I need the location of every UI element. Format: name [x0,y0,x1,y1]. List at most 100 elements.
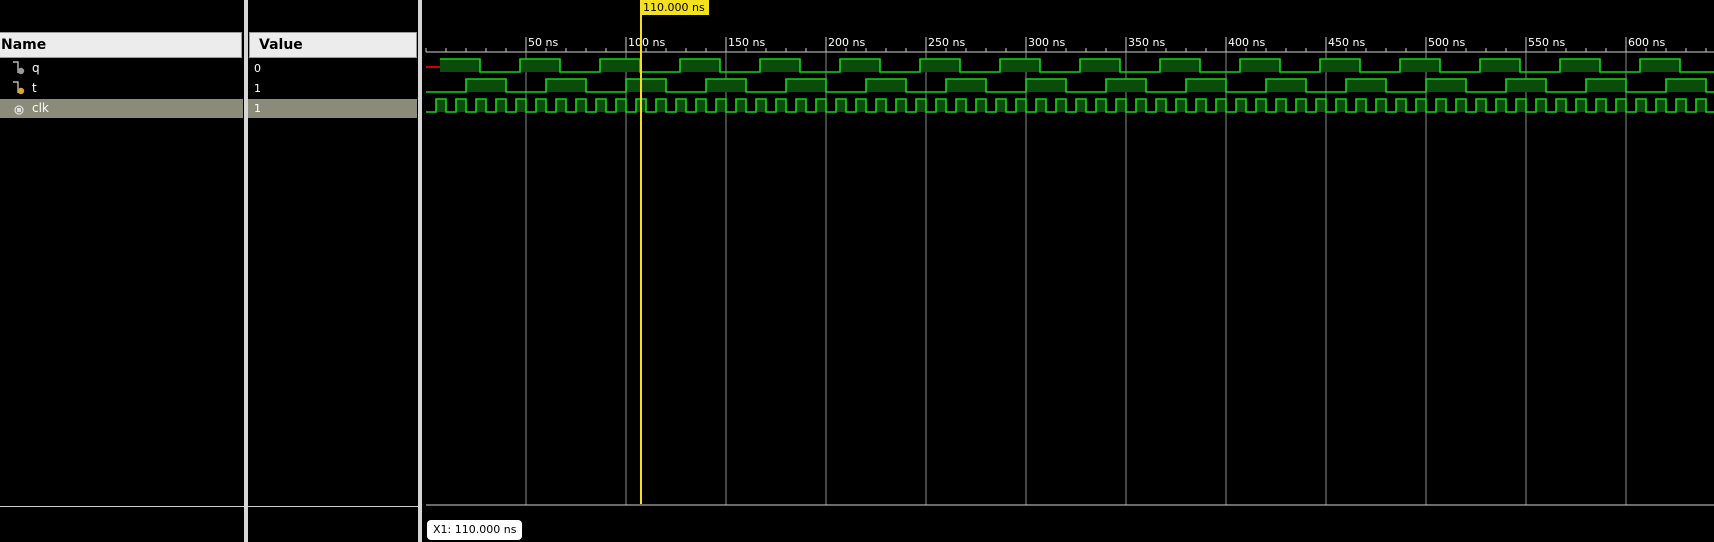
time-ruler[interactable]: 50 ns 100 ns 150 ns 200 ns 250 ns 300 ns 350 n… [425,36,1714,53]
cursor-label-background [641,0,709,15]
waveform-high-fill [1256,99,1266,112]
waveform-high-fill [1396,99,1406,112]
signal-name: t [32,81,37,95]
name-column-header[interactable]: Name [0,32,242,58]
waveform-high-fill [1640,59,1680,72]
waveform-high-fill [1536,99,1546,112]
waveform-high-fill [920,59,960,72]
waveform-high-fill [776,99,786,112]
waveform-high-fill [1236,99,1246,112]
waveform-high-fill [1276,99,1286,112]
waveform-q [440,58,1714,73]
waveform-high-fill [1480,59,1520,72]
waveform-high-fill [466,79,506,92]
waveform-high-fill [576,99,586,112]
ruler-tick-label: 200 ns [828,36,865,49]
waveform-high-fill [1576,99,1586,112]
waveform-high-fill [676,99,686,112]
waveform-high-fill [440,59,480,72]
waveform-high-fill [1416,99,1426,112]
waveform-high-fill [1136,99,1146,112]
waveform-high-fill [1506,79,1546,92]
waveform-high-fill [876,99,886,112]
waveform-high-fill [1426,79,1466,92]
waveform-high-fill [1336,99,1346,112]
waveform-high-fill [600,59,640,72]
value-column-header[interactable]: Value [249,32,417,58]
value-wave-splitter[interactable] [418,0,422,542]
waveform-high-fill [796,99,806,112]
ruler-tick-label: 450 ns [1328,36,1365,49]
signal-value: 1 [254,102,261,115]
waveform-high-fill [1116,99,1126,112]
ruler-tick-label: 350 ns [1128,36,1165,49]
waveform-high-fill [1160,59,1200,72]
waveform-high-fill [1596,99,1606,112]
waveform-high-fill [1016,99,1026,112]
ruler-tick-label: 50 ns [528,36,558,49]
value-row-clk: 1 [248,99,417,118]
waveform-high-fill [996,99,1006,112]
name-pane-bottom-line [0,506,244,507]
waveform-high-fill [840,59,880,72]
waveform-high-fill [1196,99,1206,112]
waveform-trace [440,58,1714,73]
waveform-high-fill [1400,59,1440,72]
signal-name: clk [32,101,49,115]
ruler-tick-label: 250 ns [928,36,965,49]
waveform-high-fill [696,99,706,112]
waveform-high-fill [936,99,946,112]
waveform-high-fill [496,99,506,112]
waveform-high-fill [1026,79,1066,92]
name-value-splitter[interactable] [244,0,248,542]
ruler-tick-label: 400 ns [1228,36,1265,49]
waveform-high-fill [1436,99,1446,112]
waveform-high-fill [856,99,866,112]
output-signal-icon [13,61,25,75]
waveform-high-fill [546,79,586,92]
waveform-high-fill [1496,99,1506,112]
waveform-high-fill [556,99,566,112]
signal-value: 0 [254,62,261,75]
waveform-clk [426,98,1714,113]
time-grid [525,52,1627,505]
value-row-t: 1 [248,79,418,98]
waveform-high-fill [436,99,446,112]
waveform-high-fill [1636,99,1646,112]
waveform-high-fill [680,59,720,72]
waveform-high-fill [786,79,826,92]
waveform-view[interactable]: 50 ns 100 ns 150 ns 200 ns 250 ns 300 ns 350 n… [424,0,1714,542]
waveform-high-fill [536,99,546,112]
waveform-high-fill [760,59,800,72]
waveform-high-fill [1560,59,1600,72]
waveform-high-fill [866,79,906,92]
signal-row-t[interactable]: t [0,79,244,98]
clock-signal-icon [14,105,24,115]
waveform-high-fill [1156,99,1166,112]
signal-row-clk[interactable]: clk [0,99,243,118]
waveform-high-fill [1186,79,1226,92]
waveform-high-fill [1376,99,1386,112]
waveform-t [426,78,1714,93]
ruler-tick-label: 300 ns [1028,36,1065,49]
ruler-tick-label: 550 ns [1528,36,1565,49]
waveform-high-fill [1106,79,1146,92]
waveform-high-fill [1556,99,1566,112]
waveform-high-fill [516,99,526,112]
waveform-high-fill [896,99,906,112]
waveform-high-fill [816,99,826,112]
waveform-high-fill [656,99,666,112]
waveform-high-fill [1000,59,1040,72]
waveform-high-fill [1316,99,1326,112]
waveform-high-fill [946,79,986,92]
time-cursor[interactable]: 110.000 ns [640,0,709,504]
waveform-high-fill [1356,99,1366,112]
waveform-high-fill [756,99,766,112]
waveform-high-fill [1096,99,1106,112]
signal-name: q [32,61,40,75]
waveform-high-fill [456,99,466,112]
waveform-high-fill [1176,99,1186,112]
waveform-high-fill [1240,59,1280,72]
signal-value: 1 [254,82,261,95]
signal-row-q[interactable]: q [0,59,244,78]
